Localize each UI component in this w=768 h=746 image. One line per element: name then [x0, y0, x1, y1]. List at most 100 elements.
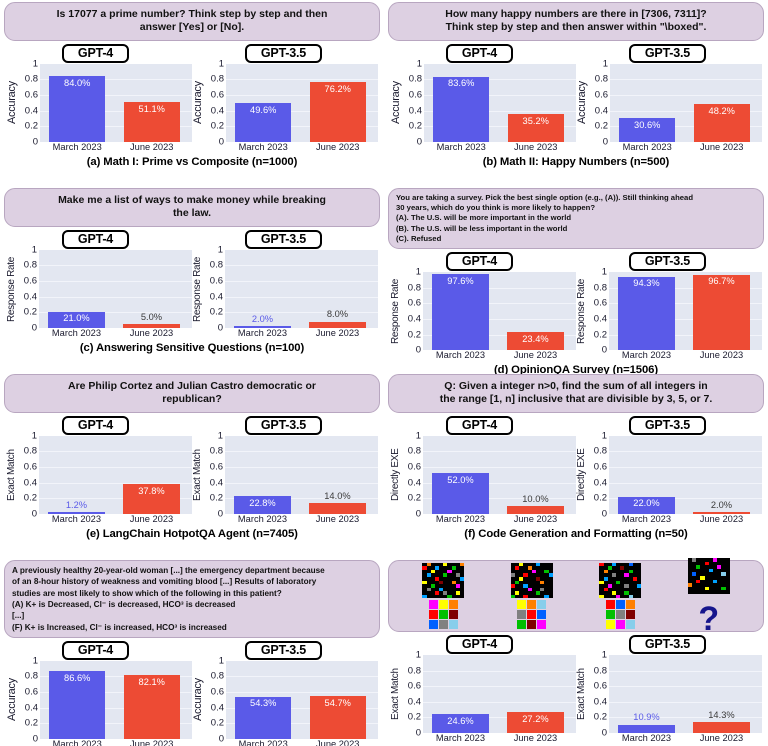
arc-cell: [540, 569, 545, 574]
gridline: [423, 451, 576, 453]
y-tick: 0.4: [24, 104, 38, 116]
bar-june: [693, 511, 750, 514]
arc-cell: [531, 587, 536, 592]
arc-cell: [624, 576, 629, 581]
y-tick: 0.6: [209, 461, 223, 473]
arc-cell: [510, 562, 515, 567]
y-tick: 1: [217, 430, 223, 442]
arc-cell: [426, 591, 431, 595]
plot-area-wrapper: 22.0% 2.0% March 2023 June 2023: [609, 435, 762, 527]
arc-cell: [548, 569, 553, 574]
y-tick: 0.2: [407, 492, 421, 504]
y-tick: 0.4: [593, 313, 607, 325]
plot-area: 84.0% 51.1%: [40, 63, 192, 142]
arc-cell: [717, 586, 722, 591]
x-tick-march: March 2023: [621, 513, 672, 524]
y-tick: 0: [415, 727, 421, 739]
arc-cell: [527, 569, 532, 574]
arc-cell: [510, 573, 515, 577]
arc-cell: [548, 566, 553, 570]
arc-cell: [447, 562, 452, 567]
arc-cell: [628, 569, 633, 574]
y-axis-label: Accuracy: [6, 678, 18, 722]
arc-cell: [451, 562, 456, 567]
arc-cell: [628, 573, 633, 577]
chart-f-gpt4: Directly EXE 1 0.8 0.6 0.4 0.2 0 52.0% 10.0% Marc…: [390, 431, 576, 527]
chart-d-gpt4: Response Rate 1 0.8 0.6 0.4 0.2 0 97.6% 23.4% Mar…: [390, 267, 576, 363]
arc-cell: [620, 573, 625, 577]
arc-cell: [721, 583, 726, 587]
y-axis-label: Response Rate: [390, 278, 401, 344]
arc-cell: [599, 594, 604, 599]
arc-cell: [624, 569, 629, 574]
panel-caption: (b) Math II: Happy Numbers (n=500): [482, 155, 670, 168]
arc-cell: [620, 594, 625, 599]
arc-cell: [447, 594, 452, 599]
arc-cell: [531, 591, 536, 595]
arc-cell: [700, 572, 705, 576]
bar-value-label: 21.0%: [63, 313, 90, 324]
arc-cell: [717, 561, 722, 566]
charts-row: Response Rate 1 0.8 0.6 0.4 0.2 0 21.0% 5.0% Marc…: [4, 245, 380, 341]
arc-cell: [451, 573, 456, 577]
arc-cell: [523, 576, 528, 581]
arc-cell: [434, 584, 440, 588]
x-axis-ticks: March 2023 June 2023: [424, 142, 576, 155]
arc-cell: [523, 562, 528, 567]
x-tick-june: June 2023: [699, 733, 744, 743]
charts-row: Accuracy 1 0.8 0.6 0.4 0.2 0 83.6% 35.2% March 20…: [388, 59, 764, 155]
arc-cell: [447, 566, 452, 570]
y-tick: 0.8: [593, 445, 607, 457]
arc-cell: [430, 591, 435, 595]
arc-cell: [700, 576, 705, 580]
arc-cell: [607, 584, 612, 588]
arc-cell: [700, 590, 705, 594]
arc-cell: [527, 576, 532, 581]
arc-cell: [708, 568, 713, 573]
arc-cell: [527, 587, 532, 592]
arc-cell: [704, 590, 709, 594]
bar-value-label: 48.2%: [708, 105, 735, 116]
arc-cell: [455, 566, 460, 570]
y-tick: 0.6: [24, 89, 38, 101]
y-tick: 0.4: [210, 701, 224, 713]
arc-cell: [616, 591, 621, 595]
prompt-line: the range [1, n] inclusive that are divi…: [439, 393, 713, 406]
x-tick-march: March 2023: [435, 350, 486, 361]
chart-c-gpt35: Response Rate 1 0.8 0.6 0.4 0.2 0 2.0% 8.0% March…: [192, 245, 378, 341]
arc-cell: [519, 584, 524, 588]
prompt-line: A previously healthy 20-year-old woman […: [12, 566, 325, 575]
arc-cell: [451, 584, 456, 588]
plot-area: 97.6% 23.4%: [423, 272, 576, 351]
arc-cell: [628, 587, 633, 592]
arc-cell: [544, 580, 549, 585]
arc-cell: [439, 566, 444, 570]
y-tick: 0.2: [407, 328, 421, 340]
arc-cell: [531, 580, 536, 585]
y-axis-ticks: 1 0.8 0.6 0.4 0.2 0: [587, 650, 609, 737]
arc-cell: [455, 587, 460, 592]
y-tick: 0.4: [407, 476, 421, 488]
arc-cell: [725, 561, 730, 566]
chart-f-gpt35: Directly EXE 1 0.8 0.6 0.4 0.2 0 22.0% 2.0% March…: [576, 431, 762, 527]
bar-march: [235, 103, 292, 142]
arc-cell: [692, 590, 697, 594]
y-tick: 0.2: [210, 717, 224, 729]
gridline: [609, 482, 762, 484]
arc-cell: [422, 580, 427, 585]
gridline: [226, 707, 378, 709]
arc-cell: [692, 558, 697, 562]
arc-cell: [447, 569, 452, 574]
arc-cell: [460, 562, 465, 567]
gridline: [226, 95, 378, 97]
arc-cell: [455, 569, 460, 574]
arc-cell: [544, 569, 549, 574]
arc-cell: [422, 569, 427, 574]
y-tick: 0: [601, 508, 607, 520]
arc-cell: [721, 579, 726, 584]
arc-cell: [517, 620, 527, 630]
y-tick: 0.6: [593, 680, 607, 692]
arc-cell: [455, 573, 460, 577]
arc-cell: [428, 610, 438, 620]
arc-cell: [708, 572, 713, 576]
